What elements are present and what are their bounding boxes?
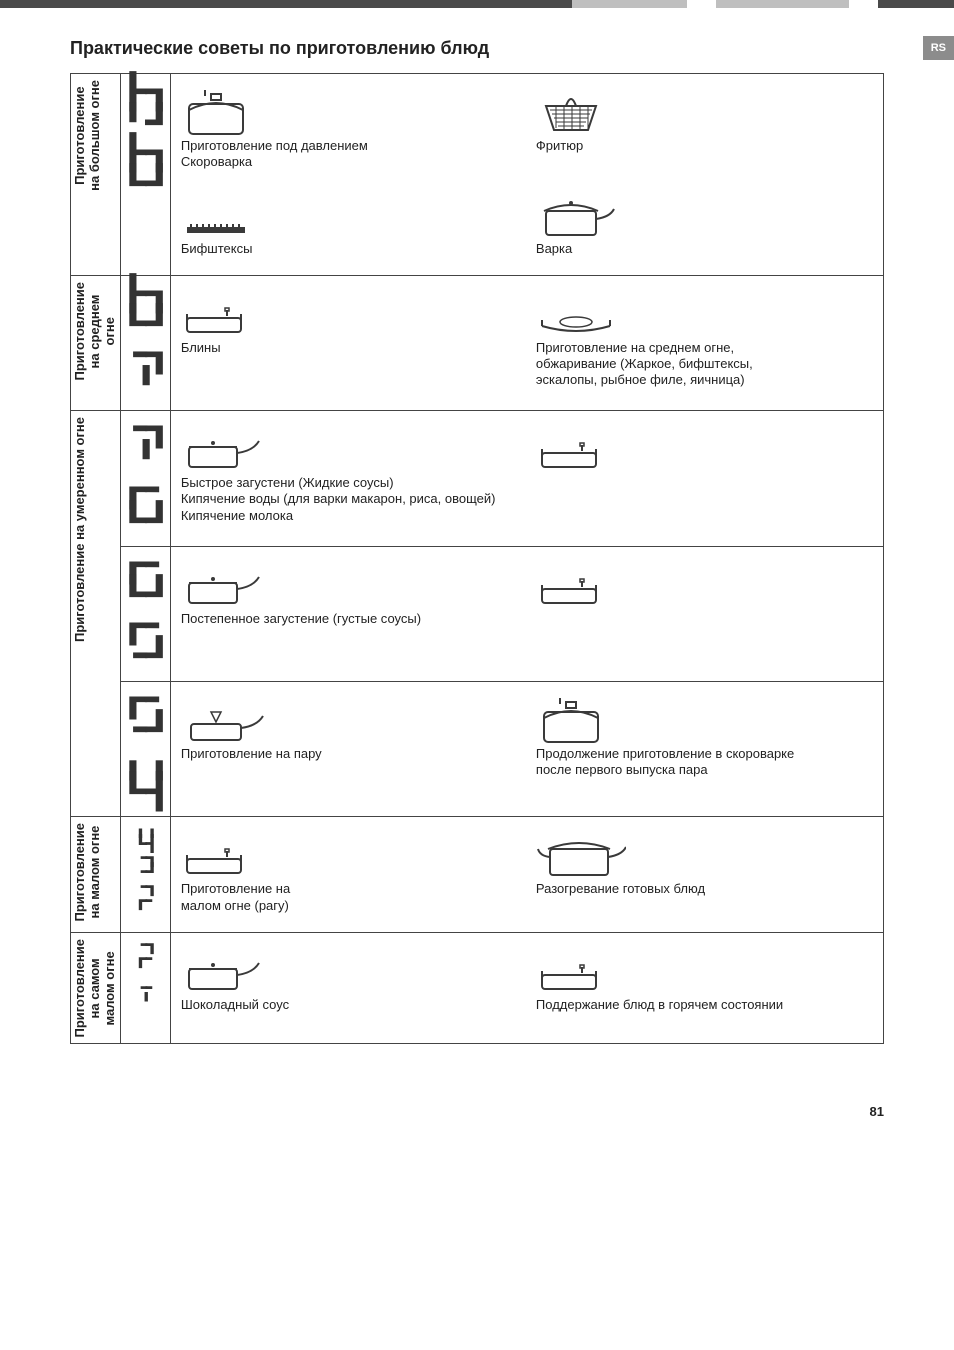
pan-icon — [536, 559, 626, 609]
saucepan-lid-icon — [181, 945, 271, 995]
pan-icon — [536, 945, 626, 995]
pressure-pot-icon — [536, 694, 626, 744]
big-pot-icon — [536, 829, 626, 879]
row-label-cell: Приготовлениена малом огне — [71, 817, 121, 933]
language-tab: RS — [923, 36, 954, 60]
page-number: 81 — [70, 1104, 884, 1119]
row-label: Приготовлениена большом огне — [73, 80, 103, 191]
row-label: Приготовлениена малом огне — [73, 823, 103, 921]
saucepan-lid-icon — [181, 423, 271, 473]
fry-basket-icon — [536, 86, 626, 136]
item-caption: Шоколадный соус — [181, 997, 518, 1013]
row-label: Приготовлениена среднемогне — [73, 282, 118, 380]
heat-level-digits: ┣┓┗┛╺┓ ╹ — [119, 282, 172, 404]
table-row: Приготовлениена большом огне ┣┓╹┛┣┓┗┛ При… — [71, 74, 884, 276]
pressure-pot-icon — [181, 86, 271, 136]
row-label-cell: Приготовлениена самоммалом огне — [71, 932, 121, 1043]
item-caption: Блины — [181, 340, 518, 356]
table-row: Приготовлениена малом огне ╻╻┗┫╺┓╺┛╺┓┏╸ П… — [71, 817, 884, 933]
item-caption: Фритюр — [536, 138, 873, 154]
item-caption: Приготовление на пару — [181, 746, 518, 762]
table-row: Приготовлениена самоммалом огне ╺┓┏╸╺╸╹ Ш… — [71, 932, 884, 1043]
row-label: Приготовление на умеренном огне — [73, 417, 88, 642]
heat-level-digits: ╺┓┏╸╺╸╹ — [134, 939, 157, 1011]
row-label-cell: Приготовление на умеренном огне — [71, 411, 121, 817]
item-caption: Продолжение приготовление в скороваркепо… — [536, 746, 873, 779]
row-label-cell: Приготовлениена большом огне — [71, 74, 121, 276]
top-color-bar — [0, 0, 954, 8]
table-row: Приготовлениена среднемогне┣┓┗┛╺┓ ╹ Блин… — [71, 275, 884, 410]
item-caption: Приготовление намалом огне (рагу) — [181, 881, 518, 914]
pan-icon — [536, 423, 626, 473]
table-row: ┏╸┗┛┏╸╺┛ Постепенное загустение (густые … — [71, 546, 884, 681]
item-caption: Быстрое загустени (Жидкие соусы)Кипячени… — [181, 475, 518, 524]
grill-icon — [181, 189, 271, 239]
item-caption: Разогревание готовых блюд — [536, 881, 873, 897]
heat-level-digits: ╻╻┗┫╺┓╺┛╺┓┏╸ — [134, 823, 157, 909]
item-caption: Поддержание блюд в горячем состоянии — [536, 997, 873, 1013]
heat-level-digits: ┣┓╹┛┣┓┗┛ — [119, 80, 172, 202]
cooking-table: Приготовлениена большом огне ┣┓╹┛┣┓┗┛ При… — [70, 73, 884, 1044]
table-row: Приготовление на умеренном огне╺┓ ╹┏╸┗┛ … — [71, 411, 884, 546]
pot-lid-icon — [536, 189, 626, 239]
item-caption: Постепенное загустение (густые соусы) — [181, 611, 518, 627]
steamer-icon — [181, 694, 271, 744]
heat-level-digits: ┏╸╺┛╻╻┗┫ — [119, 688, 172, 810]
item-caption: Варка — [536, 241, 873, 257]
item-caption: Бифштексы — [181, 241, 518, 257]
pan-icon — [181, 829, 271, 879]
row-label-cell: Приготовлениена среднемогне — [71, 275, 121, 410]
saucepan-lid-icon — [181, 559, 271, 609]
heat-level-digits: ┏╸┗┛┏╸╺┛ — [119, 553, 172, 675]
table-row: ┏╸╺┛╻╻┗┫ Приготовление на пару Продолжен… — [71, 681, 884, 816]
row-label: Приготовлениена самоммалом огне — [73, 939, 118, 1037]
heat-level-digits: ╺┓ ╹┏╸┗┛ — [119, 417, 172, 539]
pan-food-icon — [536, 288, 626, 338]
page-heading: Практические советы по приготовлению блю… — [70, 38, 884, 59]
item-caption: Приготовление под давлениемСкороварка — [181, 138, 518, 171]
pan-icon — [181, 288, 271, 338]
item-caption: Приготовление на среднем огне,обжаривани… — [536, 340, 873, 389]
